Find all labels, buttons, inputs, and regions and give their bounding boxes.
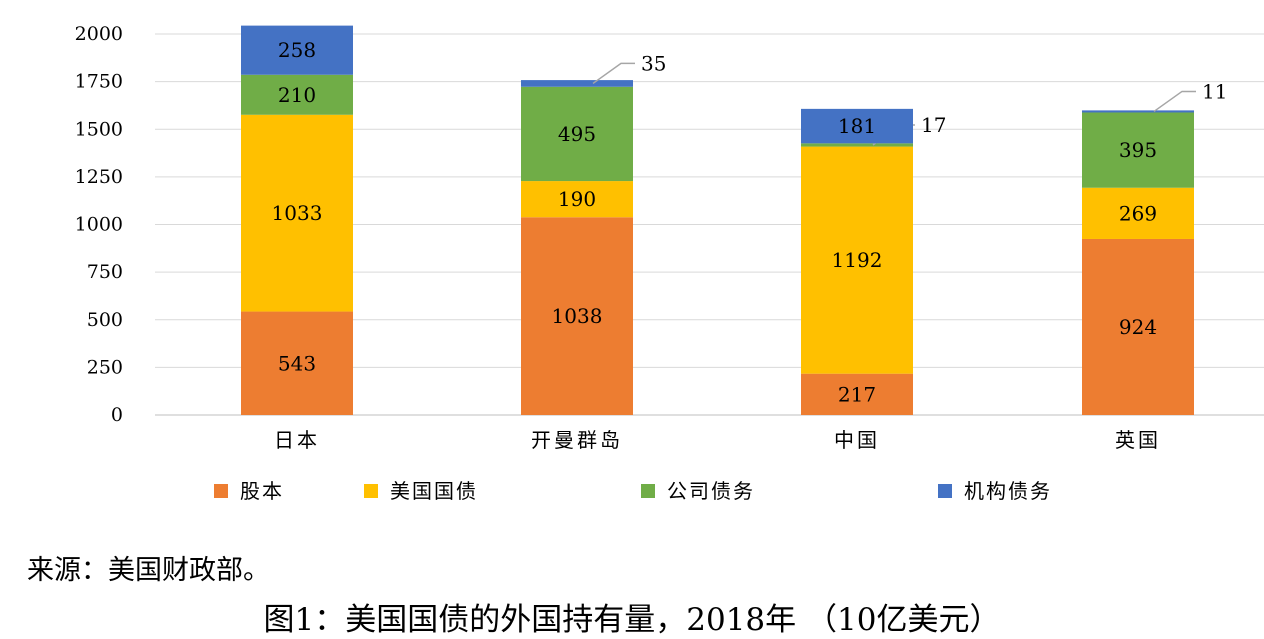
bar-segment	[1082, 112, 1194, 188]
data-label: 11	[1202, 79, 1227, 103]
leader-line	[592, 62, 635, 85]
data-label: 35	[641, 51, 666, 75]
bar-segment	[801, 146, 913, 374]
y-tick-label: 2000	[75, 23, 123, 45]
legend-label: 股本	[240, 479, 284, 503]
data-label: 181	[838, 114, 876, 138]
bar-segment	[241, 74, 353, 115]
bar-segment	[801, 108, 913, 144]
y-axis: 0 250 500 750 1000 1250 1500 1750 2000	[75, 23, 123, 426]
legend-swatch	[938, 484, 952, 498]
legend-swatch	[641, 484, 655, 498]
data-label: 1038	[552, 304, 603, 328]
bar-segment	[521, 217, 633, 415]
legend-label: 机构债务	[964, 479, 1052, 503]
bar-segment	[241, 311, 353, 415]
x-tick-label: 日本	[274, 428, 320, 452]
data-label: 543	[278, 351, 316, 375]
data-label: 1033	[272, 201, 323, 225]
bar-segment	[1082, 110, 1194, 113]
x-tick-label: 中国	[834, 428, 880, 452]
bar-segment	[521, 80, 633, 87]
legend-label: 公司债务	[667, 479, 755, 503]
chart: 0 250 500 750 1000 1250 1500 1750 2000 543 1033 21…	[75, 23, 1264, 503]
data-label: 269	[1119, 201, 1157, 225]
bar-segment	[521, 86, 633, 182]
legend: 股本 美国国债 公司债务 机构债务	[214, 479, 1052, 503]
y-tick-label: 1250	[75, 166, 123, 188]
bar-segment	[241, 114, 353, 312]
bars: 543 1033 210 258 1038 190 495 35 217 1192 17 181 924…	[241, 25, 1227, 415]
data-label: 190	[558, 187, 596, 211]
x-tick-label: 英国	[1115, 428, 1161, 452]
x-tick-label: 开曼群岛	[531, 428, 623, 452]
y-tick-label: 0	[111, 404, 123, 426]
data-label: 217	[838, 382, 876, 406]
data-label: 210	[278, 83, 316, 107]
leader-line	[1153, 90, 1196, 113]
y-tick-label: 1000	[75, 214, 123, 236]
bar-segment	[801, 143, 913, 147]
y-tick-label: 500	[87, 309, 123, 331]
data-label: 395	[1119, 138, 1157, 162]
data-label: 495	[558, 122, 596, 146]
y-tick-label: 1500	[75, 118, 123, 140]
source-note: 来源：美国财政部。	[27, 555, 270, 586]
y-tick-label: 750	[87, 261, 123, 283]
data-label: 924	[1119, 315, 1157, 339]
y-tick-label: 250	[87, 356, 123, 378]
bar-segment	[1082, 187, 1194, 239]
x-axis: 日本 开曼群岛 中国 英国	[274, 428, 1161, 452]
data-label: 258	[278, 38, 316, 62]
legend-label: 美国国债	[390, 479, 478, 503]
data-label: 17	[921, 113, 946, 137]
legend-swatch	[364, 484, 378, 498]
bar-segment	[1082, 238, 1194, 415]
bar-segment	[521, 181, 633, 218]
data-label: 1192	[832, 248, 883, 272]
legend-swatch	[214, 484, 228, 498]
bar-segment	[801, 373, 913, 415]
y-tick-label: 1750	[75, 71, 123, 93]
figure-caption: 图1：美国国债的外国持有量，2018年 （10亿美元）	[263, 602, 1001, 638]
bar-segment	[241, 25, 353, 75]
